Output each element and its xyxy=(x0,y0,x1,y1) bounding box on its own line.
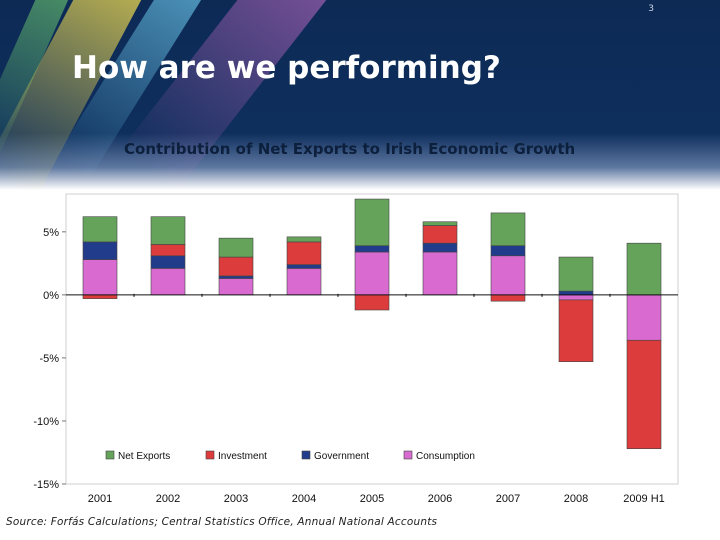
page-number: 3 xyxy=(648,4,654,14)
chart-panel: 5% 0% -5% -10% -15% 2001 2002 2003 2004 2005 2006 2… xyxy=(8,188,690,510)
bar-segment-investment xyxy=(422,225,458,244)
legend-label: Government xyxy=(314,451,369,462)
bar-segment-net-exports xyxy=(626,242,662,296)
bar-segment-consumption xyxy=(626,294,662,341)
y-tick-label: 0% xyxy=(43,290,59,302)
y-tick-label: -5% xyxy=(39,353,59,365)
bar-segment-government xyxy=(150,255,186,269)
x-tick-label: 2008 xyxy=(564,493,588,505)
bar-segment-investment xyxy=(490,294,526,302)
bar-segment-government xyxy=(354,245,390,253)
bar-segment-consumption xyxy=(558,294,594,301)
slide-title: How are we performing? xyxy=(72,50,501,86)
y-tick-label: -15% xyxy=(33,479,59,491)
bar-segment-investment xyxy=(354,294,390,311)
bar-segment-government xyxy=(82,241,118,260)
bar-segment-investment xyxy=(218,256,254,277)
stacked-bar-chart: 5% 0% -5% -10% -15% 2001 2002 2003 2004 2005 2006 2… xyxy=(33,193,679,505)
legend-label: Net Exports xyxy=(118,451,170,462)
bar-segment-net-exports xyxy=(558,256,594,292)
bar-segment-government xyxy=(558,290,594,296)
chart-title: Contribution of Net Exports to Irish Eco… xyxy=(124,140,576,158)
bar-segment-government xyxy=(286,264,322,269)
bar-segment-government xyxy=(490,245,526,257)
bar-segment-net-exports xyxy=(490,212,526,246)
bar-segment-net-exports xyxy=(82,216,118,243)
legend-label: Consumption xyxy=(416,451,475,462)
legend-swatch xyxy=(301,450,311,460)
y-tick-label: -10% xyxy=(33,416,59,428)
bar-segment-consumption xyxy=(490,255,526,296)
legend-label: Investment xyxy=(218,451,267,462)
bar-segment-net-exports xyxy=(218,237,254,258)
bar-segment-net-exports xyxy=(150,216,186,245)
x-tick-label: 2001 xyxy=(88,493,112,505)
x-tick-label: 2006 xyxy=(428,493,452,505)
bar-segment-government xyxy=(422,242,458,253)
bar-segment-investment xyxy=(150,244,186,257)
x-tick-label: 2007 xyxy=(496,493,520,505)
bar-segment-consumption xyxy=(82,259,118,296)
bar-segment-investment xyxy=(558,299,594,362)
x-tick-label: 2009 H1 xyxy=(623,493,665,505)
legend-swatch xyxy=(403,450,413,460)
legend-swatch xyxy=(205,450,215,460)
slide-header xyxy=(0,0,720,190)
bar-segment-net-exports xyxy=(286,236,322,243)
bar-segment-investment xyxy=(286,241,322,265)
bar-segment-consumption xyxy=(286,268,322,296)
bar-segment-investment xyxy=(82,294,118,299)
legend-swatch xyxy=(105,450,115,460)
x-tick-label: 2004 xyxy=(292,493,316,505)
bar-segment-investment xyxy=(626,339,662,449)
x-tick-label: 2005 xyxy=(360,493,384,505)
bar-segment-government xyxy=(218,275,254,279)
bar-segment-consumption xyxy=(218,278,254,296)
bar-segment-net-exports xyxy=(354,198,390,246)
x-tick-label: 2002 xyxy=(156,493,180,505)
bar-segment-consumption xyxy=(422,251,458,296)
source-note: Source: Forfás Calculations; Central Sta… xyxy=(6,516,438,528)
x-tick-label: 2003 xyxy=(224,493,248,505)
y-tick-label: 5% xyxy=(43,227,59,239)
bar-segment-net-exports xyxy=(422,221,458,226)
bar-segment-consumption xyxy=(354,251,390,296)
bar-segment-consumption xyxy=(150,268,186,296)
